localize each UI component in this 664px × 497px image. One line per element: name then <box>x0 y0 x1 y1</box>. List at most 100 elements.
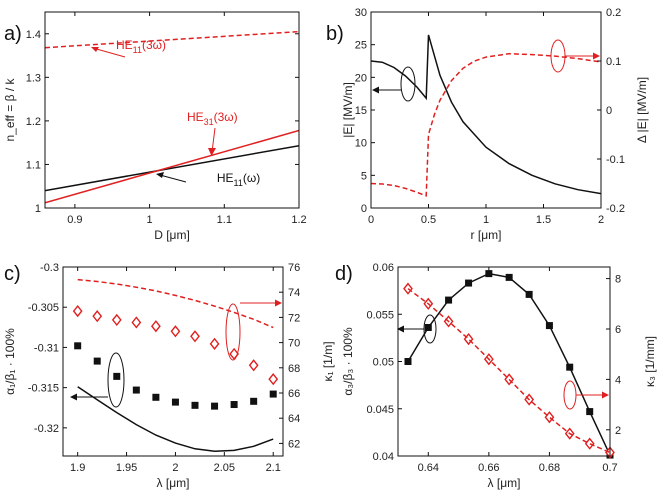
y2-tick-label: 70 <box>288 338 300 350</box>
x-tick-label: 1 <box>147 214 153 226</box>
mode-frequency: (3ω) <box>142 38 166 52</box>
series-line-1-0 <box>371 34 601 195</box>
x-tick-label: 2.05 <box>214 462 235 474</box>
plot-frame-3 <box>397 266 611 457</box>
y2-axis-label: Δ |E| [MV/m] <box>635 77 649 143</box>
x-tick-label: 0.64 <box>418 462 439 474</box>
x-axis-label: r [μm] <box>471 228 502 242</box>
y2-tick-label: 2 <box>615 425 621 437</box>
data-point-square <box>269 390 277 398</box>
x-tick-label: 1.95 <box>116 462 137 474</box>
x-tick-label: 1.2 <box>291 214 306 226</box>
x-tick-label: 1.1 <box>217 214 232 226</box>
panel-letter: c) <box>4 263 21 285</box>
plot-frame-0 <box>44 11 300 209</box>
mode-frequency: (ω) <box>243 171 260 185</box>
data-point-square <box>113 372 121 380</box>
mode-subscript: 11 <box>133 45 142 55</box>
y-tick-label: 5 <box>361 170 367 182</box>
panel-letter: d) <box>335 263 353 285</box>
panel-letter: a) <box>4 23 22 45</box>
y2-tick-label: 66 <box>288 388 300 400</box>
y-axis-label: α₃/β₃ · 100% <box>341 327 355 396</box>
y-tick-label: 30 <box>355 7 367 19</box>
data-point-diamond <box>190 330 200 343</box>
x-tick-label: 0.68 <box>539 462 560 474</box>
data-point-square <box>132 386 140 394</box>
data-point-diamond <box>131 316 142 329</box>
data-point-square <box>230 401 238 409</box>
series-marker-ellipse <box>107 352 125 408</box>
y2-axis-label: κ₁ [1/m] <box>321 341 335 381</box>
arrow-head <box>156 172 164 178</box>
y-tick-label: 1.3 <box>26 72 41 84</box>
y2-tick-label: -0.1 <box>606 154 625 166</box>
y2-tick-label: 62 <box>288 438 300 450</box>
x-tick-label: 0.66 <box>478 462 499 474</box>
y-tick-label: 20 <box>355 72 367 84</box>
data-point-square <box>171 398 179 406</box>
data-point-diamond <box>403 282 413 295</box>
x-tick-label: 0.7 <box>602 462 617 474</box>
y2-tick-label: 76 <box>288 262 300 274</box>
series-line-1-1 <box>371 52 601 197</box>
plot-frame-1 <box>370 11 602 209</box>
arrow-head <box>602 391 609 399</box>
panel-letter: b) <box>326 23 344 45</box>
y-tick-label: -0.3 <box>40 262 59 274</box>
y2-tick-label: 68 <box>288 363 300 375</box>
y-axis-label: n_eff = β / k <box>3 77 17 141</box>
y2-tick-label: 8 <box>615 274 621 286</box>
series-line-3-1 <box>407 272 610 456</box>
data-point-square <box>152 393 160 401</box>
arrow-head <box>208 148 216 156</box>
series-line-2-1 <box>77 386 274 452</box>
y-tick-label: 1 <box>35 203 41 215</box>
arrow-head <box>91 47 99 52</box>
y-tick-label: -0.31 <box>34 342 59 354</box>
mode-name: HE <box>187 110 204 124</box>
x-tick-label: 0.5 <box>421 214 436 226</box>
x-tick-label: 2 <box>172 462 178 474</box>
y-tick-label: 1.2 <box>26 116 41 128</box>
y-tick-label: -0.305 <box>28 302 59 314</box>
series-line-0-1 <box>45 129 299 204</box>
arrow-head <box>397 325 404 333</box>
x-tick-label: 2 <box>598 214 604 226</box>
arrow-head <box>275 299 282 307</box>
data-point-diamond <box>92 310 103 323</box>
plot-frame-2 <box>62 266 284 457</box>
y-tick-label: -0.32 <box>34 423 59 435</box>
series-marker-ellipse <box>400 66 416 102</box>
y-tick-label: 10 <box>355 138 367 150</box>
y2-tick-label: 72 <box>288 312 300 324</box>
arrow-head <box>70 393 77 401</box>
y-tick-label: 0.04 <box>373 451 394 463</box>
y-tick-label: 0.06 <box>373 262 394 274</box>
series-line-3-3 <box>407 288 610 454</box>
y2-tick-label: 4 <box>615 374 621 386</box>
mode-annotation: HE11(3ω) <box>116 38 166 55</box>
annotation-arrow <box>92 47 126 58</box>
y-axis-label: α₁/β₁ · 100% <box>3 328 17 395</box>
x-axis-label: D [μm] <box>154 228 190 242</box>
annotation-arrow <box>159 174 187 183</box>
data-point-diamond <box>268 373 279 386</box>
x-tick-label: 0 <box>368 214 374 226</box>
y2-tick-label: 74 <box>288 287 300 299</box>
y-axis-label: |E| [MV/m] <box>341 82 355 138</box>
x-axis-label: λ [μm] <box>488 476 521 490</box>
y-tick-label: 0.055 <box>366 309 394 321</box>
data-point-diamond <box>544 411 555 424</box>
mode-name: HE <box>217 171 234 185</box>
x-tick-label: 1.5 <box>536 214 551 226</box>
mode-subscript: 31 <box>204 117 214 127</box>
data-point-diamond <box>248 359 259 372</box>
data-point-diamond <box>170 325 181 338</box>
data-point-square <box>191 401 199 409</box>
data-point-square <box>211 402 219 410</box>
mode-annotation: HE31(3ω) <box>187 110 238 127</box>
mode-annotation: HE11(ω) <box>217 171 260 188</box>
y2-tick-label: 64 <box>288 413 300 425</box>
x-axis-label: λ [μm] <box>157 476 190 490</box>
